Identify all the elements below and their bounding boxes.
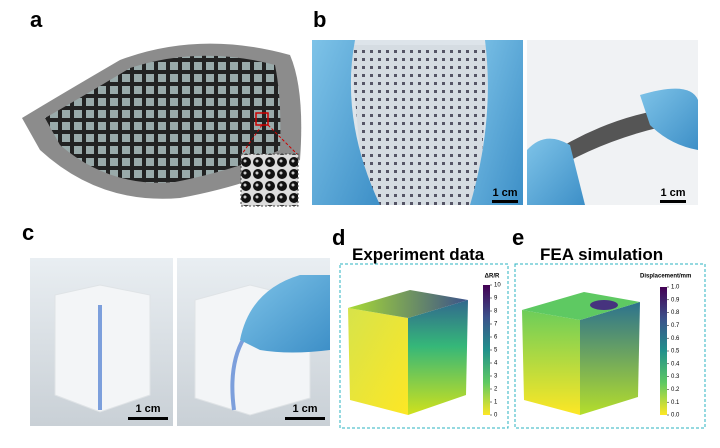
colorbar-tick-label: 0.0 xyxy=(671,413,680,419)
scale-label: 1 cm xyxy=(660,187,685,199)
displacement-peak xyxy=(590,300,618,310)
stretched-mesh xyxy=(350,45,490,205)
panel-label: a xyxy=(30,7,43,32)
colorbar-label: Displacement/mm xyxy=(640,274,691,280)
colorbar-tick-label: 0.8 xyxy=(671,310,680,316)
scale-bar xyxy=(660,200,686,203)
cube-face xyxy=(408,300,468,415)
scale-bar xyxy=(285,417,325,420)
scale-bar xyxy=(128,417,168,420)
colorbar-tick-label: 0.6 xyxy=(671,336,680,342)
colorbar-tick-label: 6 xyxy=(494,335,498,341)
colorbar-tick-label: 4 xyxy=(494,361,498,367)
cube xyxy=(54,284,151,413)
cube-face xyxy=(522,310,580,415)
colorbar-tick-label: 1.0 xyxy=(671,285,680,291)
scale-label: 1 cm xyxy=(135,403,160,415)
panel-title: Experiment data xyxy=(352,245,485,264)
frame xyxy=(339,263,509,429)
scale-label: 1 cm xyxy=(492,187,517,199)
colorbar-tick-label: 0.2 xyxy=(671,387,680,393)
colorbar xyxy=(660,287,667,415)
colorbar-tick-label: 0.1 xyxy=(671,400,680,406)
colorbar-tick-label: 0.3 xyxy=(671,374,680,380)
cube-face xyxy=(348,290,468,318)
mesh-grid xyxy=(45,55,281,183)
colorbar-tick-label: 0.4 xyxy=(671,361,680,367)
colorbar-tick-label: 0.7 xyxy=(671,323,680,329)
colorbar-tick-label: 1 xyxy=(494,400,498,406)
panel-label: e xyxy=(512,225,524,250)
glove xyxy=(527,138,585,205)
inset xyxy=(240,153,299,207)
colorbar-tick-label: 7 xyxy=(494,322,498,328)
scale-label: 1 cm xyxy=(292,403,317,415)
colorbar-tick-label: 9 xyxy=(494,296,498,302)
cube-face xyxy=(522,292,640,320)
panel-label: d xyxy=(332,225,345,250)
colorbar-tick-label: 2 xyxy=(494,387,498,393)
panel-title: FEA simulation xyxy=(540,245,663,264)
cube-face xyxy=(348,308,408,415)
colorbar-label: ΔR/R xyxy=(485,274,500,280)
zoom-lines xyxy=(241,124,298,155)
frame xyxy=(514,263,706,429)
colorbar-tick-label: 3 xyxy=(494,374,498,380)
panel-label: b xyxy=(313,7,326,32)
glove xyxy=(640,88,698,150)
scale-bar xyxy=(492,200,518,203)
colorbar-tick-label: 0.5 xyxy=(671,349,680,355)
glove xyxy=(470,40,523,205)
panel-label: c xyxy=(22,220,34,245)
colorbar-tick-label: 0.9 xyxy=(671,297,680,303)
glove xyxy=(312,40,380,205)
glove xyxy=(240,275,330,353)
cube-face xyxy=(580,302,640,415)
colorbar-tick-label: 10 xyxy=(494,283,501,289)
colorbar-tick-label: 5 xyxy=(494,348,498,354)
sensor-strip xyxy=(98,305,102,410)
colorbar xyxy=(483,285,490,415)
sensor-strip xyxy=(230,336,246,411)
colorbar-tick-label: 0 xyxy=(494,413,498,419)
colorbar-tick-label: 8 xyxy=(494,309,498,315)
